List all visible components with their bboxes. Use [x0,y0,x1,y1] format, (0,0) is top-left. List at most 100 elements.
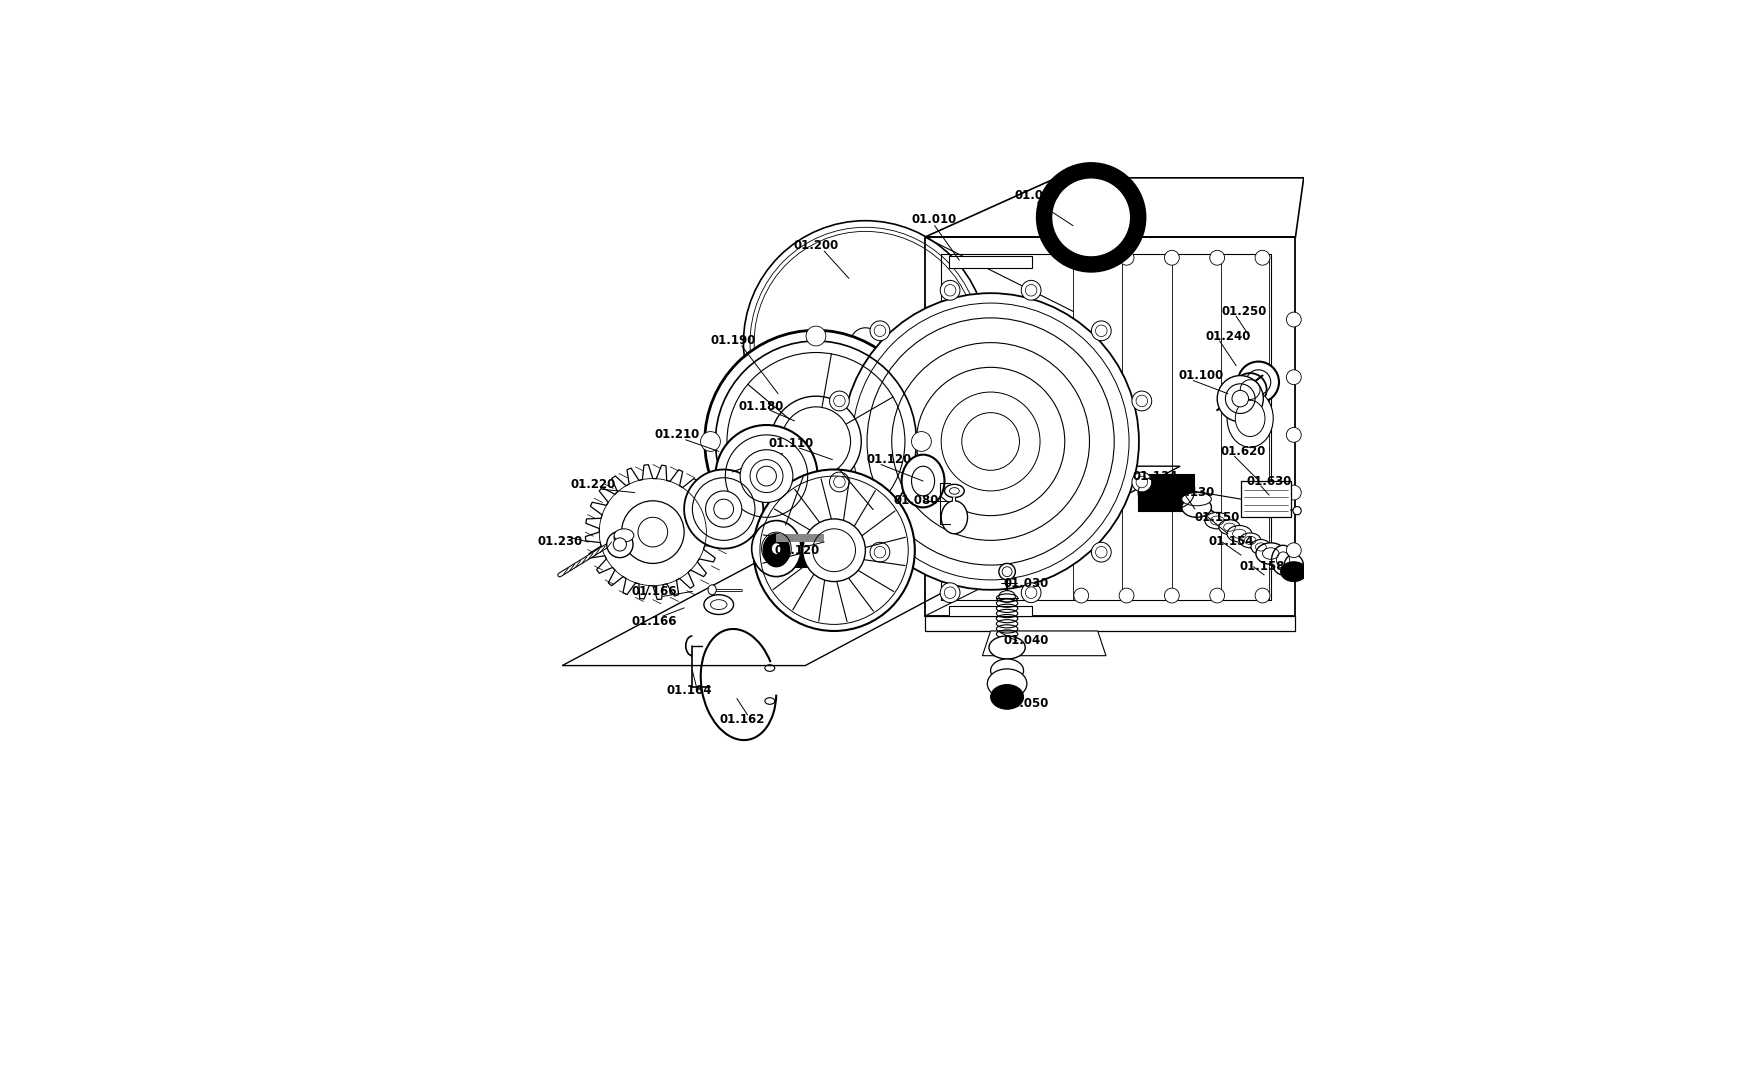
Ellipse shape [701,431,720,452]
Ellipse shape [949,488,958,494]
Text: 01.134: 01.134 [1132,470,1177,483]
Ellipse shape [743,220,986,464]
Polygon shape [584,464,720,599]
Ellipse shape [941,501,967,534]
Ellipse shape [1226,525,1250,542]
Ellipse shape [1254,250,1269,265]
Ellipse shape [1090,321,1111,340]
Ellipse shape [989,685,1023,709]
Ellipse shape [870,542,889,562]
Ellipse shape [715,425,817,528]
Polygon shape [776,534,824,567]
Ellipse shape [751,521,800,577]
Ellipse shape [802,519,864,581]
Ellipse shape [1021,583,1040,602]
Text: 01.240: 01.240 [1205,330,1250,342]
Polygon shape [923,616,1296,631]
Ellipse shape [901,455,944,507]
Ellipse shape [944,485,963,498]
Ellipse shape [1050,178,1130,257]
Ellipse shape [1096,547,1106,557]
Ellipse shape [1217,520,1240,535]
Ellipse shape [1090,542,1111,562]
Ellipse shape [998,564,1016,580]
Ellipse shape [1136,476,1148,488]
Ellipse shape [1073,588,1089,603]
Ellipse shape [1021,280,1040,301]
Text: 01.080: 01.080 [894,494,939,507]
Ellipse shape [1226,389,1273,447]
Text: 01.200: 01.200 [793,239,838,251]
Ellipse shape [1073,250,1089,265]
Polygon shape [949,607,1031,616]
Text: 01.166: 01.166 [631,585,676,598]
Ellipse shape [704,595,734,614]
Ellipse shape [850,327,880,357]
Ellipse shape [1283,554,1303,579]
Ellipse shape [998,591,1016,602]
Text: 01.020: 01.020 [1014,189,1059,202]
Ellipse shape [1236,362,1278,402]
Text: 01.010: 01.010 [911,213,956,226]
Ellipse shape [830,391,849,411]
Ellipse shape [1163,588,1179,603]
Text: 01.180: 01.180 [739,400,784,413]
Ellipse shape [870,321,889,340]
Ellipse shape [1280,562,1306,581]
Ellipse shape [704,491,741,528]
Ellipse shape [873,325,885,337]
Ellipse shape [989,659,1023,682]
Ellipse shape [770,396,861,487]
Ellipse shape [607,532,633,557]
Text: 01.130: 01.130 [1169,486,1214,499]
Ellipse shape [1250,539,1269,554]
Ellipse shape [944,587,955,598]
Ellipse shape [1285,485,1301,500]
Ellipse shape [763,534,790,567]
Ellipse shape [830,472,849,492]
Ellipse shape [1285,428,1301,442]
Ellipse shape [1136,395,1148,407]
Ellipse shape [739,449,793,503]
Ellipse shape [1209,588,1224,603]
Text: 01.120: 01.120 [774,544,819,556]
Ellipse shape [944,285,955,296]
Polygon shape [1240,482,1290,517]
Polygon shape [923,178,1303,238]
Text: 01.190: 01.190 [711,335,756,348]
Text: 01.210: 01.210 [654,428,699,442]
Text: 01.040: 01.040 [1003,635,1049,647]
Text: 01.164: 01.164 [666,684,711,697]
Text: 01.120: 01.120 [866,453,911,467]
Ellipse shape [1238,533,1261,548]
Text: 01.630: 01.630 [1245,474,1290,488]
Ellipse shape [1181,492,1210,506]
Ellipse shape [753,470,915,631]
Ellipse shape [1217,376,1263,422]
Ellipse shape [939,280,960,301]
Text: 01.158: 01.158 [1240,561,1285,574]
Ellipse shape [1118,588,1134,603]
Text: 01.110: 01.110 [769,437,814,449]
Ellipse shape [805,537,826,556]
Ellipse shape [614,532,628,545]
Text: 01.154: 01.154 [1209,535,1254,549]
Ellipse shape [842,293,1139,590]
Text: 01.166: 01.166 [631,614,676,628]
Polygon shape [1137,474,1193,510]
Ellipse shape [988,636,1024,659]
Ellipse shape [1096,325,1106,337]
Ellipse shape [986,669,1026,699]
Ellipse shape [1024,587,1036,598]
Ellipse shape [708,585,716,595]
Ellipse shape [1036,164,1144,271]
Ellipse shape [833,395,845,407]
Ellipse shape [1285,542,1301,557]
Ellipse shape [683,470,763,549]
Ellipse shape [1254,588,1269,603]
Ellipse shape [1292,506,1301,515]
Ellipse shape [1002,567,1012,577]
Ellipse shape [939,583,960,602]
Ellipse shape [1132,391,1151,411]
Text: 01.230: 01.230 [537,535,583,549]
